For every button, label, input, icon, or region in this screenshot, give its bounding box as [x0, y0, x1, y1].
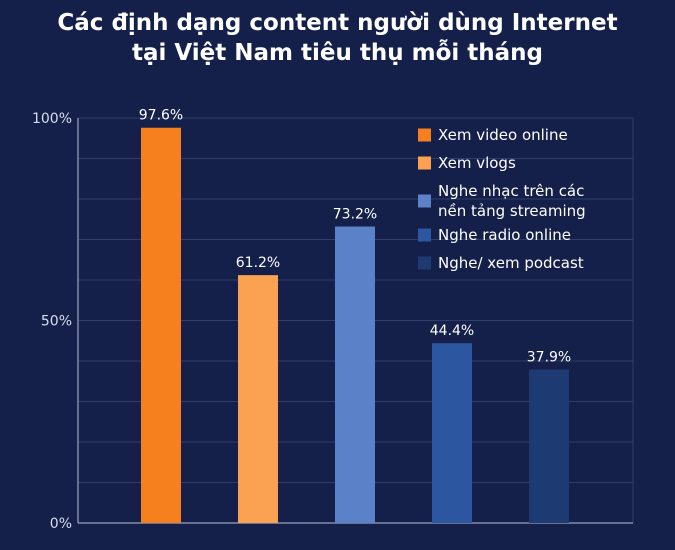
legend-swatch	[418, 156, 431, 170]
bar	[238, 275, 278, 523]
legend-label: Nghe/ xem podcast	[438, 254, 584, 272]
value-labels: 97.6% 61.2% 73.2% 44.4% 37.9%	[139, 108, 571, 366]
y-tick-label: 50%	[41, 314, 72, 330]
legend-label: Nghe nhạc trên các	[438, 182, 584, 200]
legend-swatch	[418, 194, 431, 208]
bar	[335, 226, 375, 524]
bar	[432, 343, 472, 523]
bar	[529, 369, 569, 523]
legend-swatch	[418, 256, 431, 270]
bar-value-label: 44.4%	[430, 323, 474, 339]
legend-swatch	[418, 128, 431, 142]
y-tick-label: 100%	[32, 111, 72, 127]
y-tick-label: 0%	[50, 516, 72, 532]
bar-value-label: 37.9%	[527, 350, 571, 366]
legend: Xem video online Xem vlogs Nghe nhạc trên …	[418, 126, 586, 272]
legend-label: nền tảng streaming	[438, 202, 586, 220]
bar	[141, 127, 181, 523]
legend-label: Xem vlogs	[438, 154, 516, 172]
legend-label: Xem video online	[438, 126, 568, 144]
chart-title-line-2: tại Việt Nam tiêu thụ mỗi tháng	[131, 40, 544, 66]
bar-value-label: 97.6%	[139, 108, 183, 124]
bars	[141, 127, 569, 524]
chart-title-line-1: Các định dạng content người dùng Interne…	[57, 10, 618, 36]
legend-label: Nghe radio online	[438, 226, 571, 244]
bar-value-label: 61.2%	[236, 255, 280, 271]
chart-title: Các định dạng content người dùng Interne…	[0, 8, 675, 68]
legend-swatch	[418, 228, 431, 242]
bar-value-label: 73.2%	[333, 207, 377, 223]
